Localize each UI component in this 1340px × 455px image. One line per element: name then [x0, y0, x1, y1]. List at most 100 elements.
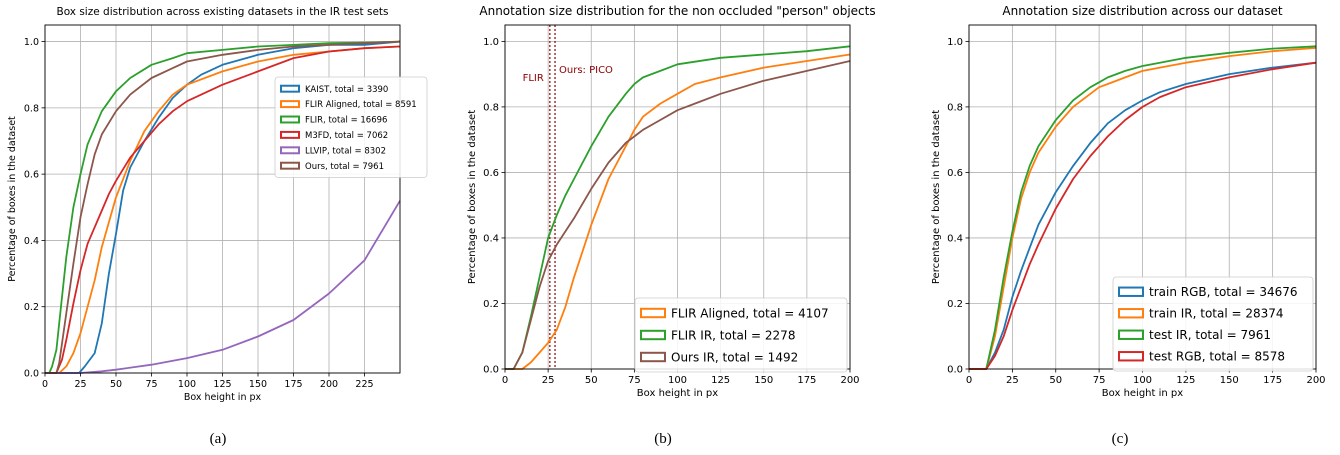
x-tick-label: 150 [754, 375, 773, 386]
series-line-1 [969, 47, 1317, 370]
y-tick-label: 0.6 [947, 168, 963, 179]
y-tick-label: 1.0 [24, 37, 39, 48]
legend-swatch [280, 161, 300, 170]
series-line-0 [969, 61, 1317, 370]
subcaption: (b) [654, 431, 672, 447]
x-tick-label: 175 [1263, 375, 1282, 386]
x-tick-label: 75 [1093, 375, 1106, 386]
y-tick-label: 0.4 [24, 236, 39, 247]
x-tick-label: 100 [668, 375, 687, 386]
legend-swatch [1118, 351, 1144, 362]
series-line-2 [45, 40, 401, 374]
x-tick-label: 150 [249, 379, 267, 390]
x-tick-label: 75 [145, 379, 157, 390]
y-tick-label: 0.2 [24, 302, 39, 313]
x-tick-label: 0 [502, 375, 508, 386]
y-tick-label: 0.8 [947, 102, 963, 113]
y-tick-label: 0.2 [483, 299, 499, 310]
x-tick-label: 0 [966, 375, 972, 386]
chart-title: Annotation size distribution across our … [1002, 4, 1283, 18]
subcaption: (a) [210, 431, 227, 447]
legend-swatch [640, 351, 666, 363]
y-axis-label: Percentage of boxes in the dataset [467, 110, 478, 284]
y-tick-label: 0.2 [947, 299, 963, 310]
x-tick-label: 200 [320, 379, 338, 390]
legend-swatch [280, 115, 300, 124]
legend: train RGB, total = 34676 train IR, total … [1112, 276, 1314, 372]
legend-entry: train IR, total = 28374 [1149, 307, 1284, 321]
y-tick-label: 0.0 [24, 369, 39, 380]
x-tick-label: 200 [1306, 375, 1325, 386]
series-lines [505, 45, 851, 370]
series-line-4 [45, 200, 401, 374]
legend-entry: FLIR Aligned, total = 8591 [305, 100, 417, 110]
series-line-1 [505, 45, 851, 370]
ticks: 0 25 50 75 100 125 150 175 200 225 0.0 0.2 0.4 0.6 0.8… [24, 37, 374, 390]
series-line-2 [505, 60, 851, 370]
x-tick-label: 50 [110, 379, 122, 390]
x-tick-label: 125 [213, 379, 231, 390]
x-tick-label: 125 [1176, 375, 1195, 386]
legend-swatch [280, 100, 300, 109]
legend-box [274, 76, 428, 178]
x-tick-label: 150 [1220, 375, 1239, 386]
y-tick-label: 1.0 [483, 37, 499, 48]
x-tick-label: 25 [74, 379, 86, 390]
legend: KAIST, total = 3390 FLIR Aligned, total =… [274, 76, 428, 178]
y-tick-label: 0.0 [947, 365, 963, 376]
series-line-0 [45, 40, 401, 374]
legend-swatch [1118, 286, 1144, 297]
legend-box [634, 297, 848, 373]
legend-entry: M3FD, total = 7062 [305, 131, 388, 141]
x-axis-label: Box height in px [1102, 388, 1183, 399]
chart-panel-c: Annotation size distribution across our … [931, 4, 1326, 447]
y-tick-label: 0.0 [483, 365, 499, 376]
legend: FLIR Aligned, total = 4107 FLIR IR, total… [634, 297, 848, 373]
x-tick-label: 50 [1049, 375, 1062, 386]
x-tick-label: 100 [1133, 375, 1152, 386]
legend-entry: test IR, total = 7961 [1149, 328, 1271, 342]
series-lines [969, 45, 1317, 370]
y-axis-label: Percentage of boxes in the dataset [931, 110, 942, 284]
x-tick-label: 25 [1006, 375, 1019, 386]
x-tick-label: 100 [178, 379, 196, 390]
x-tick-label: 200 [840, 375, 859, 386]
chart-title: Box size distribution across existing da… [56, 6, 388, 18]
chart-title: Annotation size distribution for the non… [479, 4, 875, 18]
legend-swatch [280, 130, 300, 139]
x-axis-label: Box height in px [637, 388, 718, 399]
x-tick-label: 0 [42, 379, 48, 390]
legend-entry: KAIST, total = 3390 [305, 85, 388, 95]
y-tick-label: 0.6 [483, 168, 499, 179]
y-tick-label: 1.0 [947, 37, 963, 48]
legend-entry: Ours IR, total = 1492 [671, 350, 798, 364]
ticks: 0 25 50 75 100 125 150 175 200 0.0 0.2 0.4 0.6 0.8 1.0 [947, 37, 1325, 386]
vline-label: FLIR [523, 73, 544, 84]
legend-entry: FLIR Aligned, total = 4107 [671, 306, 829, 320]
legend-swatch [1118, 308, 1144, 319]
series-line-5 [45, 40, 401, 374]
legend-entry: FLIR, total = 16696 [305, 116, 387, 126]
ticks: 0 25 50 75 100 125 150 175 200 0.0 0.2 0.4 0.6 0.8 1.0 [483, 37, 859, 386]
y-tick-label: 0.4 [947, 233, 963, 244]
y-tick-label: 0.4 [483, 233, 499, 244]
series-lines [45, 40, 401, 374]
subcaption: (c) [1112, 431, 1129, 447]
legend-entry: test RGB, total = 8578 [1149, 350, 1285, 364]
x-axis-label: Box height in px [184, 392, 262, 403]
x-tick-label: 175 [797, 375, 816, 386]
legend-entry: LLVIP, total = 8302 [305, 146, 386, 156]
legend-entry: FLIR IR, total = 2278 [671, 328, 795, 342]
chart-panel-b: Annotation size distribution for the non… [467, 4, 876, 447]
x-tick-label: 225 [355, 379, 373, 390]
series-line-0 [505, 53, 851, 370]
x-tick-label: 75 [628, 375, 641, 386]
legend-swatch [1118, 329, 1144, 340]
legend-entry: Ours, total = 7961 [305, 162, 384, 172]
legend-swatch [280, 146, 300, 155]
series-line-3 [45, 45, 401, 374]
legend-swatch [640, 307, 666, 319]
legend-swatch [640, 329, 666, 341]
y-tick-label: 0.8 [24, 103, 39, 114]
